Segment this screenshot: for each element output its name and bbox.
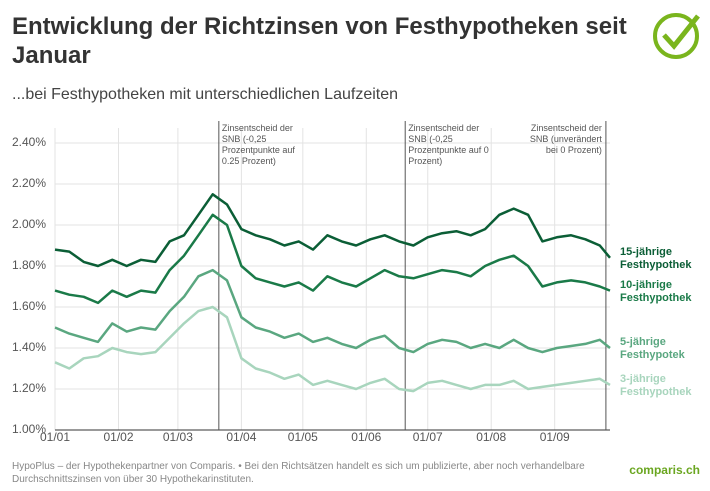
chart-title: Entwicklung der Richtzinsen von Festhypo… <box>12 13 627 69</box>
series-line <box>54 268 611 354</box>
x-tick-label: 01/07 <box>413 430 443 444</box>
series-line <box>54 213 611 305</box>
y-tick-label: 1.60% <box>12 299 46 313</box>
series-label: 10-jährige Festhypothek <box>620 278 692 304</box>
chart-subtitle: ...bei Festhypotheken mit unterschiedlic… <box>12 86 399 103</box>
x-tick-label: 01/01 <box>40 430 70 444</box>
annotation-text: Zinsentscheid der SNB (unverändert bei 0… <box>529 123 602 155</box>
logo-check <box>662 14 700 50</box>
logo-icon <box>653 13 700 59</box>
source-note: HypoPlus – der Hypothekenpartner von Com… <box>12 461 585 485</box>
y-tick-label: 1.80% <box>12 258 46 272</box>
x-tick-label: 01/03 <box>163 430 193 444</box>
y-tick-label: 2.00% <box>12 217 46 231</box>
y-tick-label: 2.40% <box>12 135 46 149</box>
series-line <box>54 193 611 268</box>
annotation-text: Zinsentscheid der SNB (-0,25 Prozentpunk… <box>221 123 295 166</box>
annotation-text: Zinsentscheid der SNB (-0,25 Prozentpunk… <box>408 123 489 166</box>
x-tick-label: 01/04 <box>226 430 256 444</box>
y-tick-label: 2.20% <box>12 176 46 190</box>
x-tick-label: 01/02 <box>103 430 133 444</box>
series-label: 5-jährige Festhypotek <box>620 336 685 361</box>
logo-circle <box>653 13 699 59</box>
x-tick-label: 01/05 <box>288 430 318 444</box>
x-tick-label: 01/06 <box>351 430 381 444</box>
x-tick-label: 01/08 <box>476 430 506 444</box>
series-label: 3-jährige Festhypothek <box>620 372 692 398</box>
logo-text: comparis.ch <box>629 463 700 477</box>
y-tick-label: 1.00% <box>12 422 46 436</box>
y-tick-label: 1.40% <box>12 340 46 354</box>
y-tick-label: 1.20% <box>12 381 46 395</box>
series-line <box>54 305 611 393</box>
x-tick-label: 01/09 <box>540 430 570 444</box>
series-label: 15-jährige Festhypothek <box>620 245 692 271</box>
